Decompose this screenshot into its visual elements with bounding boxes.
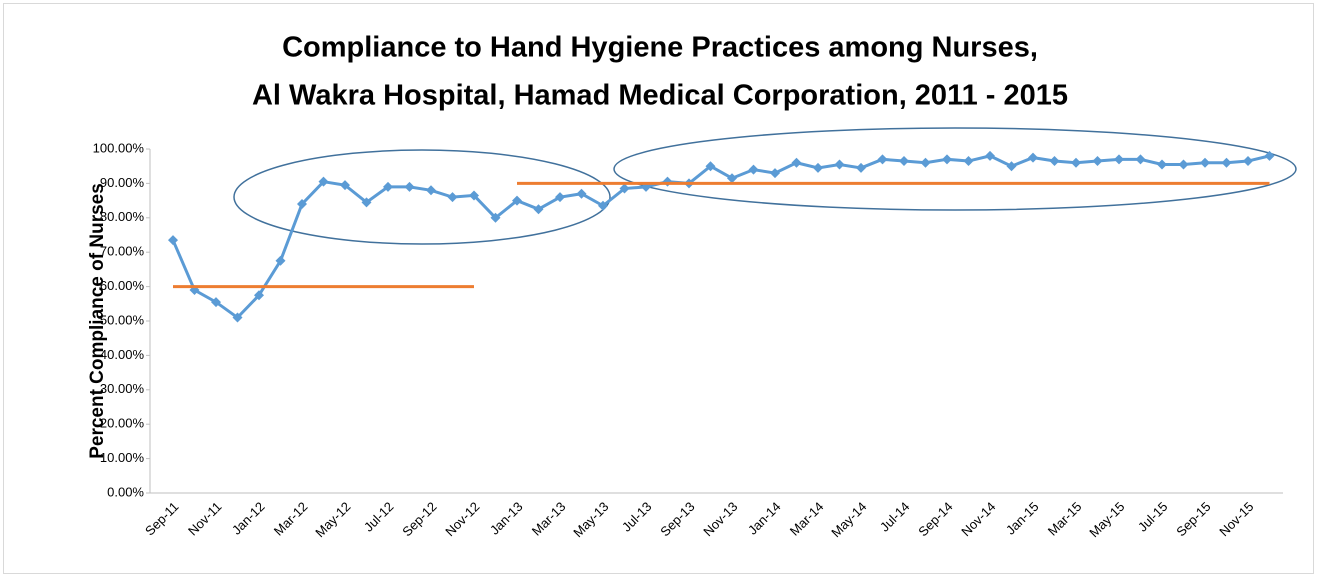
point-marker [275,255,286,266]
point-marker [447,192,458,203]
point-marker [469,190,479,201]
point-marker [1200,157,1210,168]
y-tick-label: 0.00% [107,484,144,499]
series-line [171,154,1270,320]
point-marker [748,164,759,175]
point-marker [985,150,995,161]
point-marker [920,157,931,168]
point-marker [404,181,415,192]
point-marker [598,200,608,211]
point-marker [361,197,372,208]
point-marker [1135,154,1146,165]
point-marker [211,297,221,308]
point-marker [576,188,587,199]
y-axis-label: Percent Compliance of Nurses [87,183,108,459]
point-marker [1243,156,1253,167]
y-tick-label: 40.00% [100,347,145,362]
point-marker [1071,157,1081,168]
point-marker [1092,156,1103,167]
chart-frame [3,3,1314,574]
point-marker [1221,157,1232,168]
point-marker [254,290,264,301]
y-tick-label: 70.00% [100,244,145,259]
point-marker [1006,161,1017,172]
point-marker [856,162,866,173]
y-tick-label: 30.00% [100,381,145,396]
chart-title: Compliance to Hand Hygiene Practices amo… [282,32,1038,64]
point-marker [1264,150,1275,161]
point-marker [899,156,909,167]
point-marker [533,204,544,215]
point-marker [834,159,845,170]
y-tick-label: 50.00% [100,312,145,327]
point-marker [490,212,501,223]
point-marker [877,154,888,165]
point-marker [619,183,630,194]
point-marker [1028,152,1038,163]
y-tick-label: 20.00% [100,416,145,431]
point-marker [168,235,178,246]
point-marker [705,161,716,172]
point-marker [942,154,952,165]
point-marker [770,168,780,179]
point-marker [1178,159,1189,170]
point-marker [232,312,243,323]
point-marker [1157,159,1167,170]
point-marker [383,181,393,192]
chart-title: Al Wakra Hospital, Hamad Medical Corpora… [252,80,1068,112]
y-tick-label: 90.00% [100,175,145,190]
point-marker [426,185,436,196]
y-tick-label: 80.00% [100,209,145,224]
point-marker [1114,154,1124,165]
point-marker [512,195,522,206]
point-marker [1049,156,1060,167]
y-tick-label: 100.00% [93,140,145,155]
point-marker [727,173,737,184]
y-tick-label: 60.00% [100,278,145,293]
highlight-ellipse [613,127,1297,211]
point-marker [318,176,329,187]
point-marker [340,180,350,191]
y-tick-label: 10.00% [100,450,145,465]
point-marker [963,156,974,167]
point-marker [297,199,307,210]
highlight-ellipse [233,149,611,245]
point-marker [791,157,802,168]
point-marker [813,162,823,173]
point-marker [555,192,565,203]
